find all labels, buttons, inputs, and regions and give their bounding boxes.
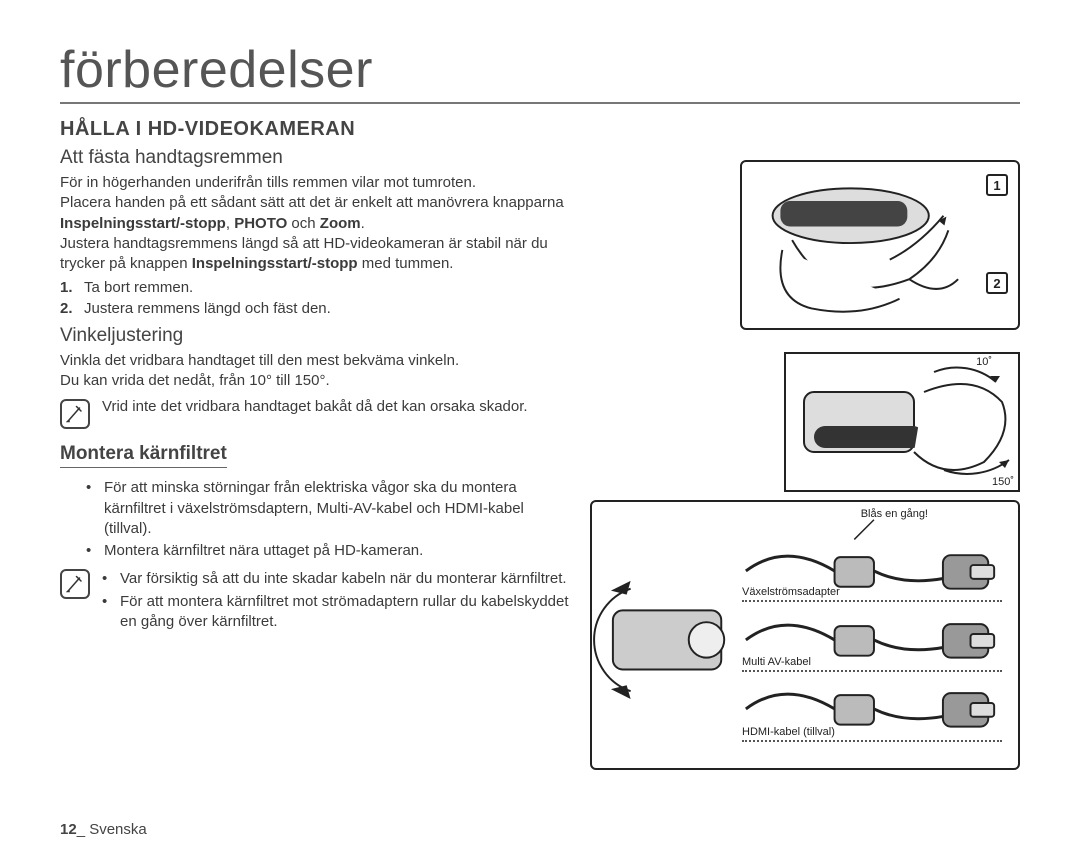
callout-1: 1: [986, 174, 1008, 196]
p3: Inspelningsstart/-stopp, PHOTO och Zoom.: [60, 214, 700, 234]
figure-angle: 10˚ 150˚: [784, 352, 1020, 492]
page-title: förberedelser: [60, 40, 1020, 100]
angle-body: Vinkla det vridbara handtaget till den m…: [60, 351, 700, 392]
section2-heading: Montera kärnfiltret: [60, 443, 227, 468]
angle-label-150: 150˚: [992, 476, 1014, 488]
title-rule: [60, 102, 1020, 104]
note-1: Vrid inte det vridbara handtaget bakåt d…: [60, 397, 700, 429]
note2-b1: •Var försiktig så att du inte skadar kab…: [102, 569, 570, 589]
callout-2: 2: [986, 272, 1008, 294]
note2-b2: •För att montera kärnfiltret mot strömad…: [102, 592, 570, 633]
p3-b3: Zoom: [320, 215, 361, 232]
footer-language: Svenska: [89, 821, 147, 838]
bullet-2: •Montera kärnfiltret nära uttaget på HD-…: [86, 541, 570, 561]
note-icon: [60, 569, 90, 599]
core-row1-label: Växelströmsadapter: [742, 586, 840, 598]
figure-hand-strap: 1 2: [740, 160, 1020, 330]
angle-label-10: 10˚: [976, 356, 992, 368]
core-row2-label: Multi AV-kabel: [742, 656, 811, 668]
section1-body: För in högerhanden underifrån tills remm…: [60, 173, 700, 319]
p3-b1: Inspelningsstart/-stopp: [60, 215, 226, 232]
p4b: trycker på knappen Inspelningsstart/-sto…: [60, 254, 700, 274]
p3-b2: PHOTO: [234, 215, 287, 232]
bullet-1: •För att minska störningar från elektris…: [86, 478, 570, 539]
note-2: •Var försiktig så att du inte skadar kab…: [60, 567, 570, 634]
p1: För in högerhanden underifrån tills remm…: [60, 173, 700, 193]
note1-text: Vrid inte det vridbara handtaget bakåt d…: [102, 397, 700, 417]
p6: Du kan vrida det nedåt, från 10° till 15…: [60, 371, 700, 391]
angle-illustration: [784, 352, 1020, 492]
ordered-list: 1.Ta bort remmen. 2.Justera remmens läng…: [60, 278, 700, 319]
note-icon: [60, 399, 90, 429]
core-top-label: Blås en gång!: [861, 508, 928, 520]
section1-sub2: Vinkeljustering: [60, 325, 700, 347]
ol-item-1: 1.Ta bort remmen.: [60, 278, 700, 298]
p4a: Justera handtagsremmens längd så att HD-…: [60, 234, 700, 254]
section2-bullets: •För att minska störningar från elektris…: [60, 478, 570, 561]
dotline-3: [742, 740, 1002, 742]
page-number: 12: [60, 821, 77, 838]
core-row3-label: HDMI-kabel (tillval): [742, 726, 835, 738]
dotline-1: [742, 600, 1002, 602]
note2-bullets: •Var försiktig så att du inte skadar kab…: [102, 569, 570, 634]
p5: Vinkla det vridbara handtaget till den m…: [60, 351, 700, 371]
page-footer: 12_ Svenska: [60, 821, 147, 838]
dotline-2: [742, 670, 1002, 672]
section1-sub1: Att fästa handtagsremmen: [60, 147, 700, 169]
section1-heading: HÅLLA I HD-VIDEOKAMERAN: [60, 118, 700, 141]
p2: Placera handen på ett sådant sätt att de…: [60, 193, 700, 213]
hand-strap-illustration: [742, 162, 1018, 328]
ol-item-2: 2.Justera remmens längd och fäst den.: [60, 299, 700, 319]
figure-core-filter: Blås en gång! Växelströmsadapter Multi A…: [590, 500, 1020, 770]
